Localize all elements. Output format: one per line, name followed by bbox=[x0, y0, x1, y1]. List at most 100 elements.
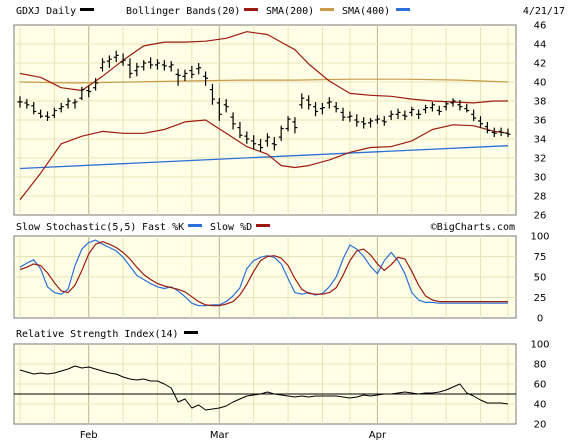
rsi-y-tick-label: 80 bbox=[534, 360, 547, 371]
price-y-tick-label: 42 bbox=[534, 59, 547, 70]
ohlc-bar bbox=[484, 121, 490, 134]
ohlc-bar bbox=[471, 109, 477, 121]
ohlc-bar bbox=[38, 109, 44, 119]
ohlc-bar bbox=[429, 101, 435, 112]
price-y-tick-label: 30 bbox=[534, 173, 547, 184]
ohlc-bar bbox=[189, 65, 195, 79]
rsi-y-axis: 20 40 60 80 100 bbox=[530, 340, 549, 431]
ohlc-bar bbox=[354, 114, 360, 127]
ohlc-bar bbox=[443, 101, 449, 111]
price-y-tick-label: 40 bbox=[534, 78, 547, 89]
stochastic-legend-slow-d: Slow %D bbox=[210, 222, 252, 233]
ohlc-bar bbox=[264, 133, 270, 147]
ohlc-bar bbox=[141, 60, 147, 71]
ohlc-bar bbox=[333, 101, 339, 113]
stochastic-title: Slow Stochastic(5,5) bbox=[16, 222, 136, 233]
ticker-label: GDXJ Daily bbox=[16, 6, 76, 17]
rsi-title: Relative Strength Index(14) bbox=[16, 329, 179, 340]
ohlc-bar bbox=[491, 127, 497, 138]
ohlc-bar bbox=[24, 99, 30, 109]
price-y-tick-label: 28 bbox=[534, 192, 547, 203]
ohlc-bar bbox=[361, 117, 367, 129]
ohlc-bar bbox=[326, 97, 332, 109]
x-tick-label-apr: Apr bbox=[369, 430, 387, 441]
stochastic-panel: Slow Stochastic(5,5) Fast %K Slow %D ©Bi… bbox=[13, 222, 550, 325]
ohlc-bar bbox=[416, 109, 422, 120]
ohlc-bar bbox=[306, 95, 312, 110]
ohlc-bar bbox=[99, 58, 105, 72]
sma400-line bbox=[19, 145, 509, 170]
price-y-tick-label: 36 bbox=[534, 116, 547, 127]
rsi-line bbox=[19, 365, 509, 411]
x-tick-label-mar: Mar bbox=[210, 430, 230, 441]
rsi-y-tick-label: 20 bbox=[534, 420, 547, 431]
ohlc-bar bbox=[347, 111, 353, 122]
price-y-tick-label: 46 bbox=[534, 21, 547, 32]
ohlc-bar bbox=[175, 68, 181, 86]
price-y-tick-label: 32 bbox=[534, 154, 547, 165]
rsi-series-layer bbox=[14, 365, 516, 411]
ohlc-bar bbox=[148, 57, 154, 69]
x-axis-month-labels: Feb Mar Apr bbox=[80, 430, 387, 441]
ohlc-bar bbox=[423, 104, 429, 114]
ohlc-bar bbox=[388, 110, 394, 120]
ohlc-bar bbox=[65, 98, 71, 109]
stochastic-y-tick-label: 75 bbox=[534, 252, 547, 263]
stochastic-y-tick-label: 100 bbox=[530, 232, 549, 243]
legend-swatch-slow-d bbox=[256, 224, 270, 227]
ohlc-bar bbox=[237, 121, 243, 139]
ohlc-bar bbox=[409, 106, 415, 117]
rsi-y-tick-label: 60 bbox=[534, 380, 547, 391]
ohlc-bar bbox=[278, 125, 284, 141]
ohlc-bar bbox=[44, 111, 50, 121]
ohlc-bar bbox=[106, 55, 112, 68]
ohlc-bar bbox=[51, 107, 57, 119]
ohlc-bar bbox=[86, 85, 92, 98]
bollinger-lower-line bbox=[19, 119, 509, 201]
fast-k-line bbox=[19, 239, 508, 307]
ohlc-bar bbox=[498, 127, 504, 137]
stochastic-y-tick-label: 25 bbox=[534, 293, 547, 304]
ohlc-bar bbox=[251, 135, 257, 150]
ohlc-bar bbox=[299, 93, 305, 109]
ohlc-bar bbox=[127, 58, 133, 79]
rsi-panel: Relative Strength Index(14) 20 40 60 80 100 bbox=[13, 329, 550, 431]
price-y-tick-label: 34 bbox=[534, 135, 547, 146]
bollinger-upper-line bbox=[19, 31, 508, 104]
sma200-line bbox=[19, 78, 509, 84]
ohlc-bar bbox=[209, 83, 215, 105]
ohlc-bar bbox=[113, 50, 119, 63]
rsi-y-tick-label: 100 bbox=[530, 340, 549, 351]
ohlc-bar bbox=[457, 100, 463, 111]
ohlc-bar bbox=[182, 69, 188, 82]
ohlc-bar bbox=[505, 128, 511, 138]
legend-label-sma200: SMA(200) bbox=[266, 6, 314, 17]
price-series-layer bbox=[17, 31, 511, 201]
legend-label-bollinger: Bollinger Bands(20) bbox=[126, 6, 240, 17]
ohlc-bar bbox=[223, 99, 229, 113]
stochastic-legend-fast-k: Fast %K bbox=[142, 222, 184, 233]
ohlc-bar bbox=[93, 78, 99, 91]
legend-swatch-price bbox=[80, 8, 94, 11]
ohlc-bar bbox=[319, 102, 325, 115]
ohlc-bar bbox=[381, 116, 387, 126]
ohlc-bar bbox=[450, 98, 456, 107]
ohlc-bar bbox=[72, 99, 78, 109]
ohlc-bar bbox=[244, 131, 250, 144]
ohlc-bar bbox=[464, 103, 470, 113]
stochastic-y-tick-label: 0 bbox=[537, 314, 543, 325]
ohlc-bar bbox=[196, 63, 202, 75]
price-y-tick-label: 26 bbox=[534, 211, 547, 222]
slow-d-line bbox=[19, 241, 508, 307]
ohlc-bar bbox=[154, 59, 160, 70]
ohlc-bar bbox=[203, 71, 209, 86]
stochastic-y-tick-label: 50 bbox=[534, 273, 547, 284]
stochastic-series-layer bbox=[19, 239, 508, 307]
x-tick-label-feb: Feb bbox=[80, 430, 98, 441]
legend-label-sma400: SMA(400) bbox=[342, 6, 390, 17]
ohlc-bar bbox=[271, 137, 277, 151]
ohlc-bar bbox=[436, 105, 442, 116]
ohlc-bar bbox=[478, 116, 484, 128]
rsi-grid bbox=[14, 344, 516, 424]
ohlc-bar bbox=[340, 107, 346, 121]
